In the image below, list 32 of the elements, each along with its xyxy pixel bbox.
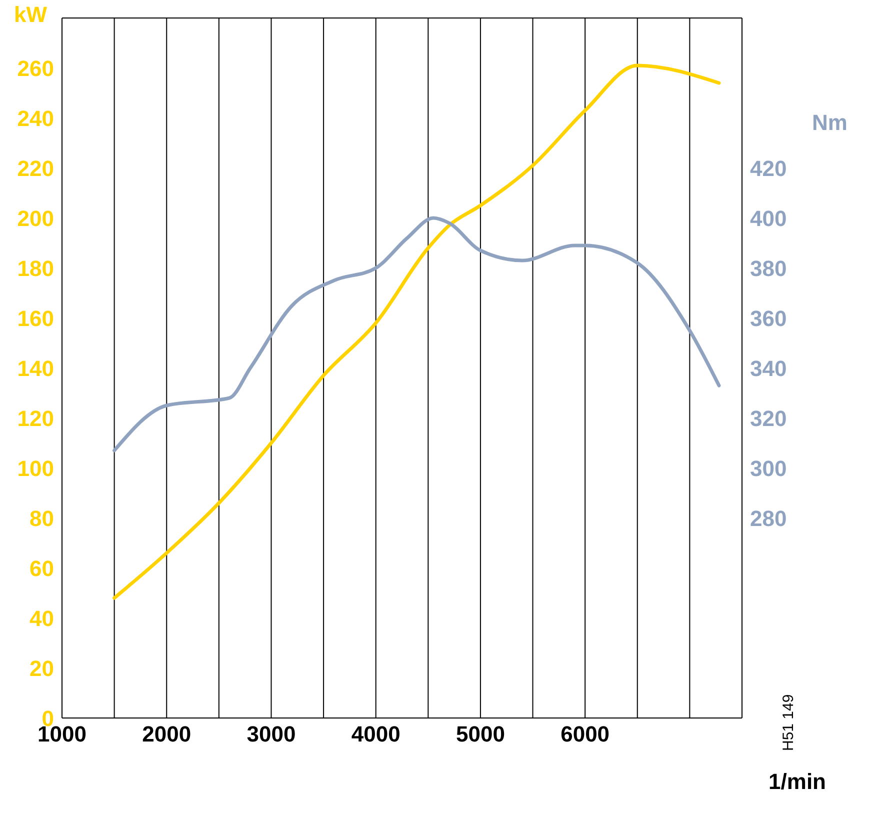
y-tick-label: 60 [30,556,54,581]
y-tick-label: 200 [17,206,54,231]
x-tick-label: 2000 [142,722,192,747]
y2-tick-label: 340 [750,356,787,381]
y2-tick-label: 300 [750,456,787,481]
y-axis-title: kW [14,2,47,28]
y-tick-label: 40 [30,606,54,631]
line-series [112,64,721,600]
text: H51 149 [780,694,797,751]
y2-tick-label: 400 [750,206,787,231]
y-tick-label: 100 [17,456,54,481]
y2-tick-label: 320 [750,406,787,431]
x-tick-label: 6000 [560,722,610,747]
y-tick-label: 140 [17,356,54,381]
y-tick-label: 240 [17,106,54,131]
y-tick-label: 220 [17,156,54,181]
y-tick-label: 80 [30,506,54,531]
y2-tick-label: 280 [750,506,787,531]
x-tick-label: 4000 [351,722,400,747]
x-tick-label: 5000 [456,722,505,747]
y2-tick-label: 380 [750,256,787,281]
y-tick-label: 260 [17,56,54,81]
y2-tick-label: 360 [750,306,787,331]
x-tick-label: 3000 [246,722,296,747]
line-series [112,216,721,452]
y-tick-label: 180 [17,256,54,281]
x-axis-title: 1/min [768,769,826,795]
y-tick-label: 20 [30,656,54,681]
y-tick-label: 160 [17,306,54,331]
y2-axis-title: Nm [812,110,848,136]
y-tick-label: 120 [17,406,54,431]
y2-tick-label: 420 [750,156,787,181]
